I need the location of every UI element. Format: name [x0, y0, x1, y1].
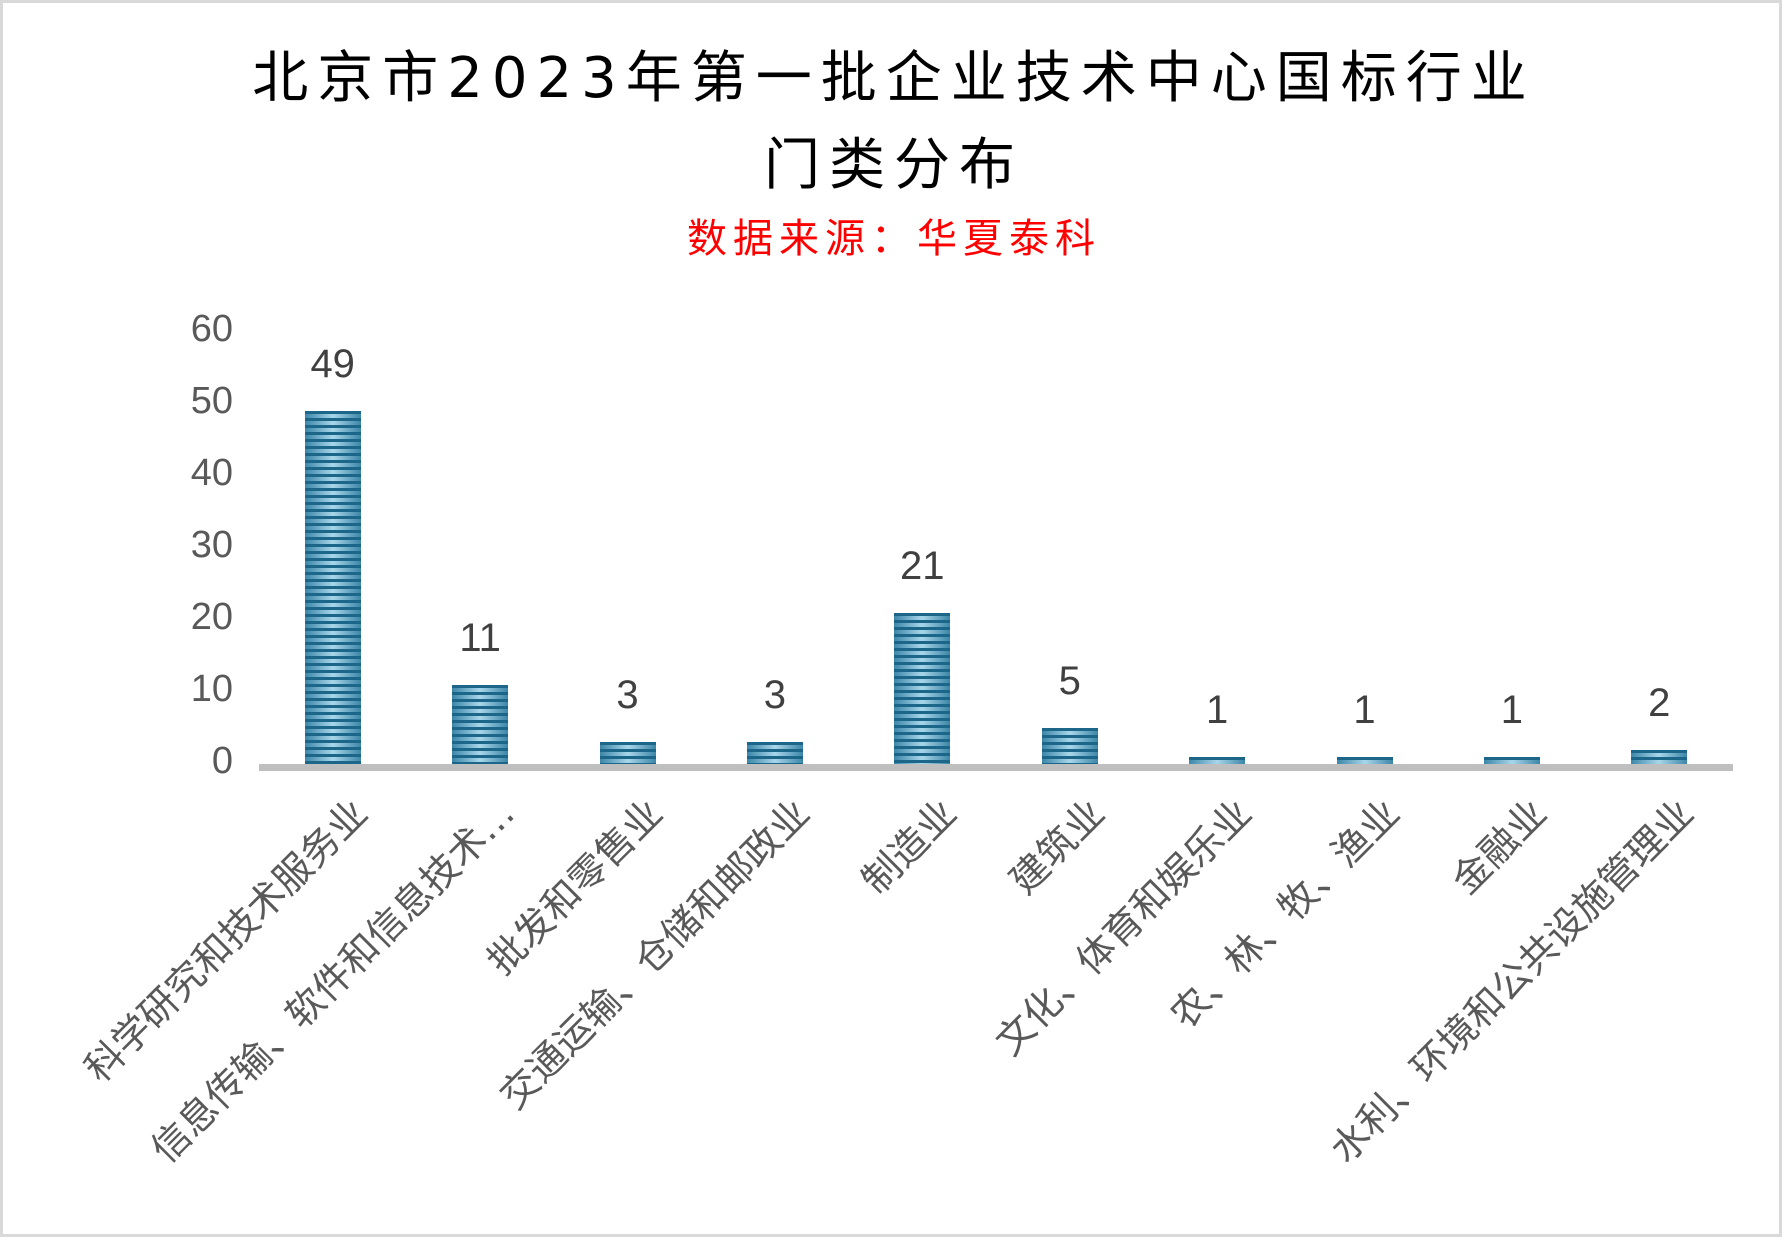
data-label: 1	[1205, 687, 1229, 732]
y-tick-label: 10	[190, 668, 233, 710]
data-label: 3	[616, 673, 639, 718]
bar[interactable]	[452, 684, 509, 764]
bar[interactable]	[1483, 756, 1540, 764]
data-label: 3	[763, 673, 787, 718]
bar[interactable]	[1189, 756, 1246, 764]
chart-title-line1: 北京市2023年第一批企业技术中心国标行业	[252, 46, 1536, 111]
y-tick-label: 30	[190, 524, 233, 566]
x-axis-line	[259, 764, 1733, 771]
data-label: 5	[1058, 659, 1081, 703]
data-label: 1	[1500, 687, 1524, 732]
bar[interactable]	[894, 612, 951, 764]
x-category-label: 金融业	[1443, 790, 1555, 903]
y-tick-label: 50	[190, 380, 233, 422]
bar[interactable]	[1041, 728, 1098, 764]
x-category-label: 制造业	[853, 790, 966, 903]
bar[interactable]	[1336, 756, 1393, 764]
y-tick-label: 0	[211, 740, 233, 782]
x-category-label: 文化、体育和娱乐业	[987, 790, 1261, 1064]
y-tick-label: 40	[190, 452, 233, 494]
y-tick-label: 60	[190, 308, 233, 350]
data-label: 11	[459, 615, 501, 660]
data-label: 1	[1353, 687, 1376, 732]
chart-subtitle-source: 数据来源：华夏泰科	[687, 216, 1101, 262]
bar[interactable]	[304, 411, 361, 764]
x-category-label: 科学研究和技术服务业	[75, 790, 376, 1091]
bar[interactable]	[1631, 749, 1688, 764]
data-label: 21	[900, 543, 945, 588]
bar[interactable]	[599, 742, 656, 764]
data-label: 2	[1648, 680, 1671, 725]
bar[interactable]	[746, 742, 803, 764]
y-tick-label: 20	[190, 596, 233, 638]
chart-title-line2: 门类分布	[764, 133, 1024, 198]
x-category-label: 建筑业	[1000, 790, 1113, 903]
data-label: 49	[310, 342, 355, 387]
x-category-label: 交通运输、仓储和邮政业	[491, 790, 818, 1118]
